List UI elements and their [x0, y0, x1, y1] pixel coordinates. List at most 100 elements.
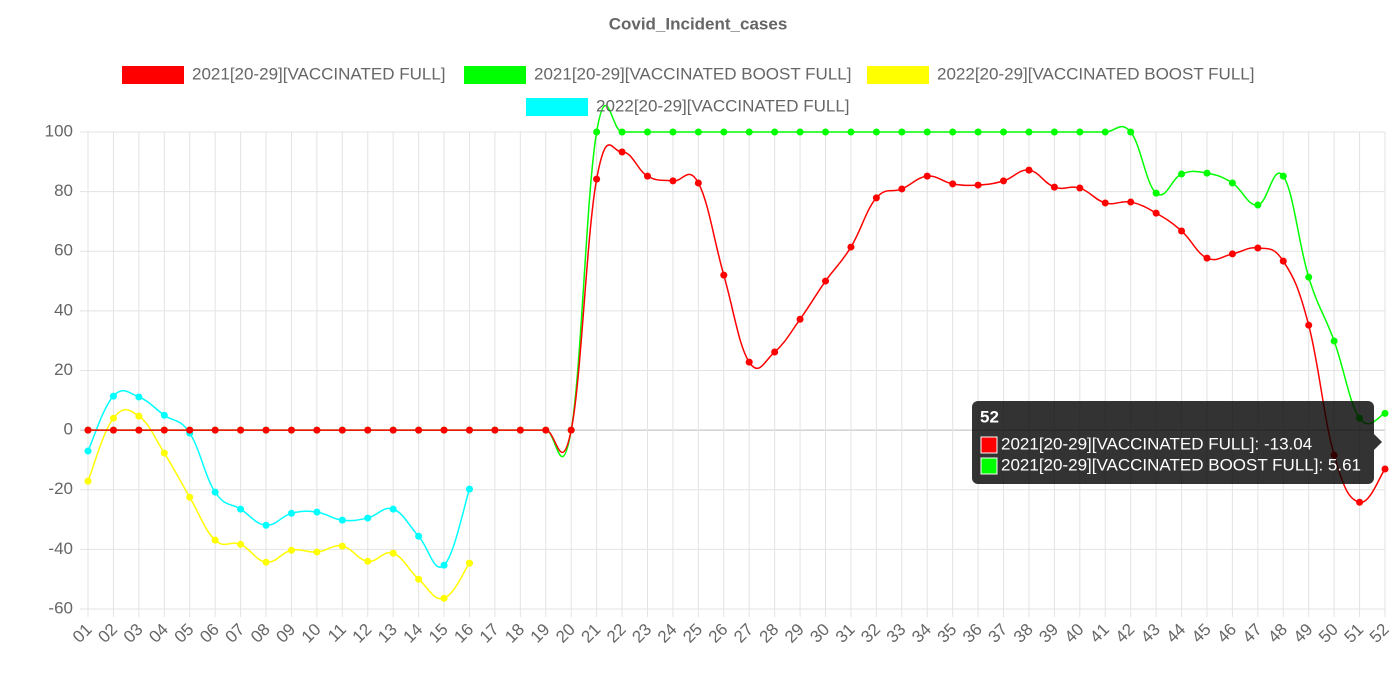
data-point — [1152, 209, 1160, 217]
data-point — [109, 414, 117, 422]
data-point — [135, 412, 143, 420]
data-point — [84, 447, 92, 455]
x-tick-label: 41 — [1086, 620, 1113, 647]
data-point — [923, 172, 931, 180]
data-point — [1025, 166, 1033, 174]
tooltip: 52 2021[20-29][VACCINATED FULL]: -13.04 … — [972, 401, 1382, 484]
data-point — [1254, 244, 1262, 252]
data-point — [567, 426, 575, 434]
y-tick-label: 20 — [54, 360, 73, 379]
data-point — [822, 277, 830, 285]
data-point — [643, 128, 651, 136]
x-tick-label: 02 — [94, 620, 121, 647]
data-point — [186, 426, 194, 434]
data-point — [1330, 337, 1338, 345]
data-point — [872, 194, 880, 202]
tooltip-swatch — [980, 436, 998, 454]
x-tick-label: 51 — [1341, 620, 1368, 647]
data-point — [796, 315, 804, 323]
data-point — [287, 509, 295, 517]
x-tick-label: 40 — [1061, 620, 1088, 647]
data-point — [669, 128, 677, 136]
x-tick-label: 26 — [705, 620, 732, 647]
x-tick-label: 01 — [69, 620, 96, 647]
data-point — [211, 536, 219, 544]
x-tick-label: 39 — [1035, 620, 1062, 647]
x-tick-label: 20 — [552, 620, 579, 647]
data-point — [720, 128, 728, 136]
data-point — [237, 426, 245, 434]
x-tick-label: 33 — [883, 620, 910, 647]
data-point — [949, 180, 957, 188]
legend-swatch — [464, 66, 526, 84]
data-point — [516, 426, 524, 434]
data-point — [415, 575, 423, 583]
data-point — [1152, 189, 1160, 197]
data-point — [1050, 128, 1058, 136]
data-point — [287, 426, 295, 434]
data-point — [1101, 128, 1109, 136]
data-point — [898, 128, 906, 136]
data-point — [1305, 273, 1313, 281]
data-point — [1025, 128, 1033, 136]
data-point — [135, 426, 143, 434]
data-point — [1305, 321, 1313, 329]
x-tick-label: 45 — [1188, 620, 1215, 647]
data-point — [1228, 179, 1236, 187]
y-tick-label: 100 — [45, 121, 73, 140]
data-point — [1228, 250, 1236, 258]
x-tick-label: 13 — [374, 620, 401, 647]
data-point — [542, 426, 550, 434]
data-point — [593, 175, 601, 183]
x-tick-label: 38 — [1010, 620, 1037, 647]
data-point — [211, 426, 219, 434]
legend-label: 2022[20-29][VACCINATED FULL] — [596, 96, 850, 115]
data-point — [1101, 199, 1109, 207]
x-tick-label: 10 — [298, 620, 325, 647]
x-tick-label: 43 — [1137, 620, 1164, 647]
y-tick-label: -40 — [48, 539, 73, 558]
x-tick-label: 05 — [171, 620, 198, 647]
data-point — [872, 128, 880, 136]
x-tick-label: 11 — [324, 620, 350, 646]
data-point — [109, 426, 117, 434]
data-point — [465, 559, 473, 567]
x-tick-label: 50 — [1315, 620, 1342, 647]
data-point — [974, 128, 982, 136]
x-tick-label: 16 — [450, 620, 477, 647]
x-tick-label: 30 — [806, 620, 833, 647]
data-point — [338, 426, 346, 434]
data-point — [160, 449, 168, 457]
data-point — [135, 393, 143, 401]
x-tick-label: 29 — [781, 620, 808, 647]
x-tick-label: 37 — [984, 620, 1011, 647]
data-point — [1127, 198, 1135, 206]
data-point — [364, 557, 372, 565]
data-point — [313, 426, 321, 434]
x-tick-label: 27 — [730, 620, 757, 647]
x-tick-label: 49 — [1290, 620, 1317, 647]
data-point — [847, 243, 855, 251]
x-tick-label: 24 — [654, 620, 681, 647]
data-point — [618, 148, 626, 156]
x-tick-label: 36 — [959, 620, 986, 647]
x-tick-label: 34 — [908, 620, 935, 647]
x-tick-label: 22 — [603, 620, 630, 647]
x-tick-label: 47 — [1239, 620, 1266, 647]
x-tick-label: 52 — [1366, 620, 1393, 647]
x-tick-label: 18 — [501, 620, 528, 647]
data-point — [364, 514, 372, 522]
data-point — [745, 358, 753, 366]
x-tick-label: 28 — [756, 620, 783, 647]
data-point — [211, 488, 219, 496]
x-tick-label: 21 — [578, 620, 605, 647]
x-tick-label: 46 — [1213, 620, 1240, 647]
data-point — [1000, 177, 1008, 185]
data-point — [720, 271, 728, 279]
data-point — [694, 128, 702, 136]
series-line — [87, 389, 471, 568]
tooltip-line: 2021[20-29][VACCINATED BOOST FULL]: 5.61 — [1001, 455, 1361, 474]
data-point — [338, 542, 346, 550]
x-tick-label: 19 — [527, 620, 554, 647]
